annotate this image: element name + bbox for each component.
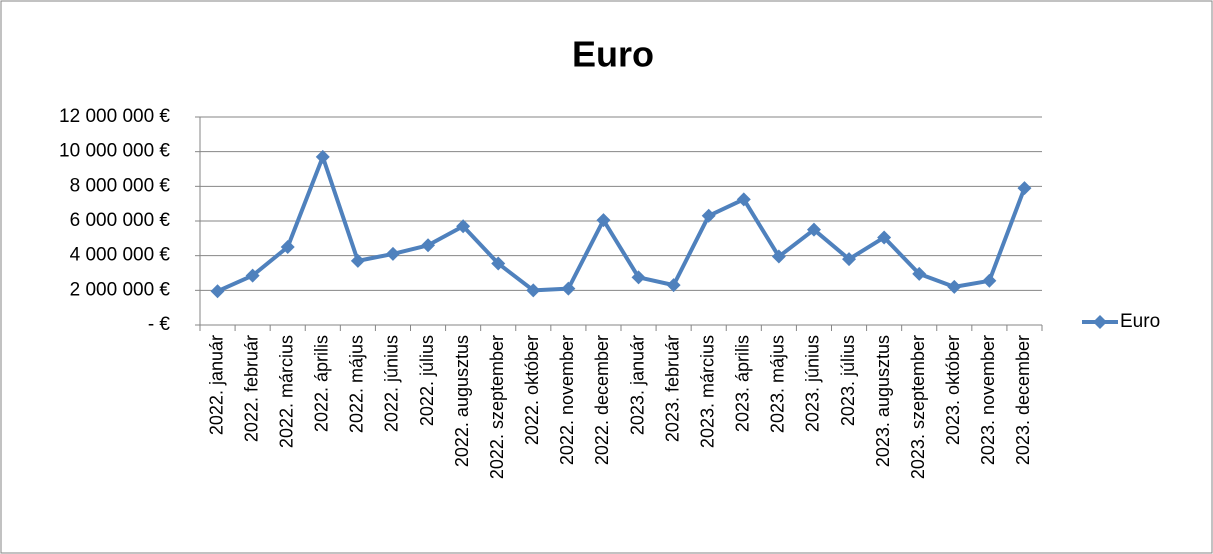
x-tick-label: 2023. december (1013, 335, 1033, 465)
y-tick-label: 6 000 000 € (70, 210, 171, 231)
x-tick-label: 2023. június (803, 335, 823, 432)
x-tick-label: 2022. június (382, 335, 402, 432)
point-marker (912, 266, 927, 281)
point-marker (666, 278, 681, 293)
point-marker (210, 284, 225, 299)
point-marker (385, 246, 400, 261)
point-marker (561, 281, 576, 296)
y-tick-label: 2 000 000 € (70, 279, 171, 300)
point-marker (596, 213, 611, 228)
x-tick-label: 2022. április (312, 335, 332, 432)
x-tick-label: 2022. augusztus (452, 335, 472, 467)
point-marker (736, 192, 751, 207)
y-tick-label: - € (148, 314, 171, 335)
x-tick-label: 2023. május (768, 335, 788, 433)
point-marker (877, 230, 892, 245)
y-tick-label: 12 000 000 € (59, 106, 170, 127)
legend-label: Euro (1120, 311, 1160, 332)
point-marker (245, 268, 260, 283)
chart-title: Euro (572, 34, 654, 75)
y-tick-label: 10 000 000 € (59, 141, 170, 162)
point-marker (350, 253, 365, 268)
x-tick-label: 2022. szeptember (487, 335, 507, 479)
x-tick-label: 2022. február (241, 335, 261, 442)
point-marker (280, 240, 295, 254)
x-tick-label: 2023. szeptember (908, 335, 928, 479)
x-tick-label: 2022. március (276, 335, 296, 448)
x-tick-label: 2023. november (978, 335, 998, 465)
point-marker (456, 219, 471, 234)
x-tick-label: 2022. október (522, 335, 542, 445)
point-marker (982, 273, 997, 288)
x-tick-label: 2022. december (592, 335, 612, 465)
y-tick-label: 8 000 000 € (70, 175, 171, 196)
x-tick-label: 2023. július (838, 335, 858, 426)
point-marker (421, 238, 436, 253)
point-marker (526, 283, 541, 298)
point-marker (315, 149, 330, 164)
x-tick-label: 2023. március (697, 335, 717, 448)
x-tick-label: 2022. július (417, 335, 437, 426)
point-marker (491, 256, 506, 271)
point-marker (842, 252, 857, 267)
x-tick-label: 2022. november (557, 335, 577, 465)
x-tick-label: 2023. április (733, 335, 753, 432)
y-tick-label: 4 000 000 € (70, 245, 171, 266)
x-tick-label: 2022. május (347, 335, 367, 433)
series-line (216, 154, 1027, 294)
x-tick-label: 2023. február (662, 335, 682, 442)
point-marker (631, 270, 646, 285)
x-tick-label: 2023. január (627, 335, 647, 435)
x-tick-label: 2023. október (943, 335, 963, 445)
point-marker (947, 279, 962, 294)
point-marker (701, 208, 716, 223)
x-tick-label: 2023. augusztus (873, 335, 893, 467)
point-marker (1017, 181, 1032, 196)
point-marker (771, 249, 786, 264)
legend-swatch-marker (1093, 315, 1107, 329)
point-marker (806, 222, 821, 237)
x-tick-label: 2022. január (206, 335, 226, 435)
